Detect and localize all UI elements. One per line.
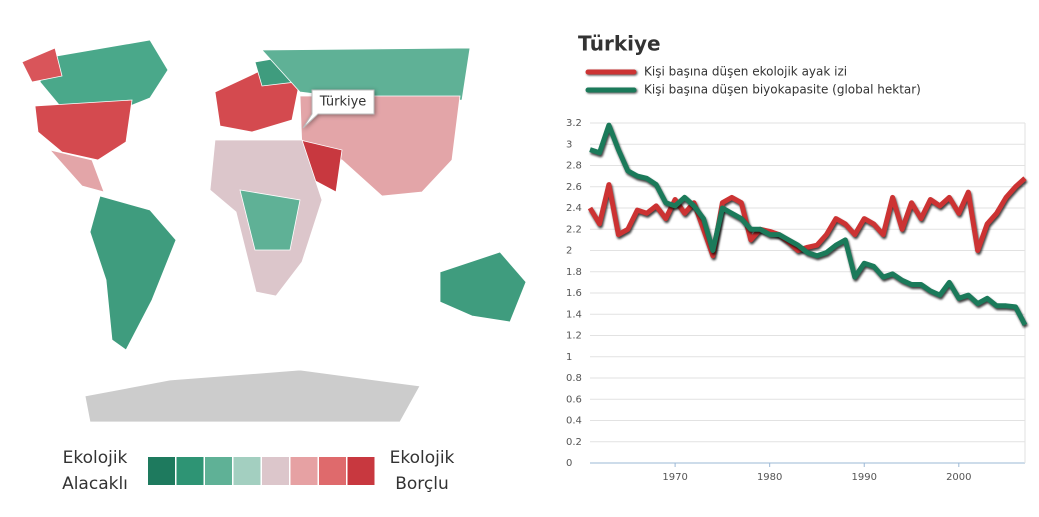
y-tick-label: 1.2 (566, 331, 582, 342)
map-region (89, 195, 177, 351)
x-tick-label: 1970 (662, 472, 687, 483)
y-tick-label: 0.6 (566, 394, 582, 405)
y-tick-label: 2.2 (566, 224, 582, 235)
legend-swatch (319, 457, 346, 485)
y-tick-label: 3.2 (566, 118, 582, 129)
legend-swatch (347, 457, 375, 485)
legend-label: Kişi başına düşen ekolojik ayak izi (644, 65, 847, 79)
map-region (34, 99, 133, 161)
x-tick-label: 2000 (946, 472, 971, 483)
y-tick-label: 1.4 (566, 309, 582, 320)
legend-swatch (205, 457, 232, 485)
map-region (239, 189, 301, 251)
y-tick-label: 0 (566, 458, 572, 469)
legend-low-label: Ekolojik (63, 448, 128, 468)
series-line (589, 122, 1028, 327)
legend-swatch (148, 457, 175, 485)
map-region (48, 149, 105, 193)
y-tick-label: 1 (566, 352, 572, 363)
legend-low-label: Alacaklı (62, 474, 128, 494)
chart-title: Türkiye (578, 32, 661, 56)
legend-swatch (233, 457, 261, 485)
y-tick-label: 0.4 (566, 416, 582, 427)
y-tick-label: 2 (566, 246, 572, 257)
y-tick-label: 1.8 (566, 267, 582, 278)
line-chart: 0 0.2 0.4 0.6 0.8 1 1.2 1.4 1.6 1.8 2 2.2 2.4 2.6 2.8 3… (566, 65, 1028, 483)
y-tick-label: 2.4 (566, 203, 582, 214)
map-region (439, 251, 527, 323)
legend-swatch (262, 457, 289, 485)
y-tick-label: 2.8 (566, 161, 582, 172)
y-tick-label: 0.8 (566, 373, 582, 384)
map-region (39, 39, 169, 111)
map-legend: Ekolojik Alacaklı Ekolojik Borçlu (62, 448, 454, 494)
world-map (21, 39, 527, 423)
y-tick-label: 0.2 (566, 437, 582, 448)
legend-swatch (290, 457, 318, 485)
legend-swatch (176, 457, 204, 485)
series-line (587, 176, 1027, 259)
x-tick-label: 1990 (852, 472, 877, 483)
map-region (21, 47, 63, 83)
legend-high-label: Borçlu (395, 474, 449, 494)
y-tick-label: 3 (566, 139, 572, 150)
legend-high-label: Ekolojik (390, 448, 455, 468)
map-region (84, 369, 421, 423)
x-tick-label: 1980 (757, 472, 782, 483)
y-tick-label: 2.6 (566, 182, 582, 193)
y-tick-label: 1.6 (566, 288, 582, 299)
legend-label: Kişi başına düşen biyokapasite (global h… (644, 83, 921, 97)
callout-label: Türkiye (319, 95, 367, 110)
map-callout: Türkiye (302, 89, 375, 129)
